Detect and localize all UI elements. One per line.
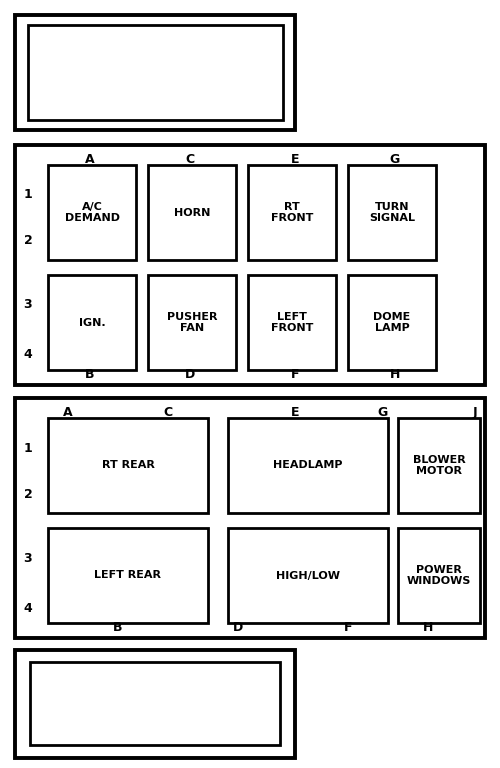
Bar [30, 662, 280, 745]
Bar [348, 275, 436, 370]
Text: G: G [378, 406, 388, 419]
Text: RT
FRONT: RT FRONT [271, 202, 313, 223]
Bar [248, 275, 336, 370]
Text: E: E [291, 406, 299, 419]
Bar [15, 15, 295, 130]
Bar [228, 418, 388, 513]
Text: A/C
DEMAND: A/C DEMAND [64, 202, 120, 223]
Text: 1: 1 [24, 188, 32, 201]
Text: HIGH/LOW: HIGH/LOW [276, 571, 340, 581]
Text: POWER
WINDOWS: POWER WINDOWS [407, 564, 471, 586]
Bar [148, 275, 236, 370]
Text: DOME
LAMP: DOME LAMP [374, 312, 410, 333]
Text: PUSHER
FAN: PUSHER FAN [167, 312, 217, 333]
Bar [15, 145, 485, 385]
Text: 1: 1 [24, 442, 32, 455]
Text: H: H [423, 621, 433, 634]
Text: 2: 2 [24, 488, 32, 502]
Text: 4: 4 [24, 601, 32, 614]
Text: A: A [85, 153, 95, 166]
Text: TURN
SIGNAL: TURN SIGNAL [369, 202, 415, 223]
Text: D: D [185, 368, 195, 381]
Text: RT REAR: RT REAR [102, 461, 154, 471]
Text: BLOWER
MOTOR: BLOWER MOTOR [412, 455, 466, 476]
Text: LEFT
FRONT: LEFT FRONT [271, 312, 313, 333]
Bar [15, 650, 295, 758]
Text: 3: 3 [24, 299, 32, 312]
Bar [48, 275, 136, 370]
Text: H: H [390, 368, 400, 381]
Bar [48, 165, 136, 260]
Text: LEFT REAR: LEFT REAR [94, 571, 162, 581]
Text: HEADLAMP: HEADLAMP [273, 461, 343, 471]
Text: D: D [233, 621, 243, 634]
Bar [28, 25, 283, 120]
Text: IGN.: IGN. [78, 317, 106, 327]
Bar [48, 528, 208, 623]
Bar [15, 398, 485, 638]
Bar [228, 528, 388, 623]
Text: B: B [113, 621, 123, 634]
Bar [398, 418, 480, 513]
Bar [398, 528, 480, 623]
Bar [148, 165, 236, 260]
Bar [248, 165, 336, 260]
Text: 2: 2 [24, 233, 32, 247]
Text: B: B [85, 368, 95, 381]
Bar [48, 418, 208, 513]
Text: C: C [186, 153, 194, 166]
Text: F: F [344, 621, 352, 634]
Text: A: A [63, 406, 73, 419]
Text: E: E [291, 153, 299, 166]
Text: C: C [164, 406, 172, 419]
Text: F: F [291, 368, 299, 381]
Text: J: J [472, 406, 478, 419]
Bar [348, 165, 436, 260]
Text: HORN: HORN [174, 207, 210, 217]
Text: G: G [390, 153, 400, 166]
Text: 3: 3 [24, 551, 32, 564]
Text: 4: 4 [24, 349, 32, 362]
